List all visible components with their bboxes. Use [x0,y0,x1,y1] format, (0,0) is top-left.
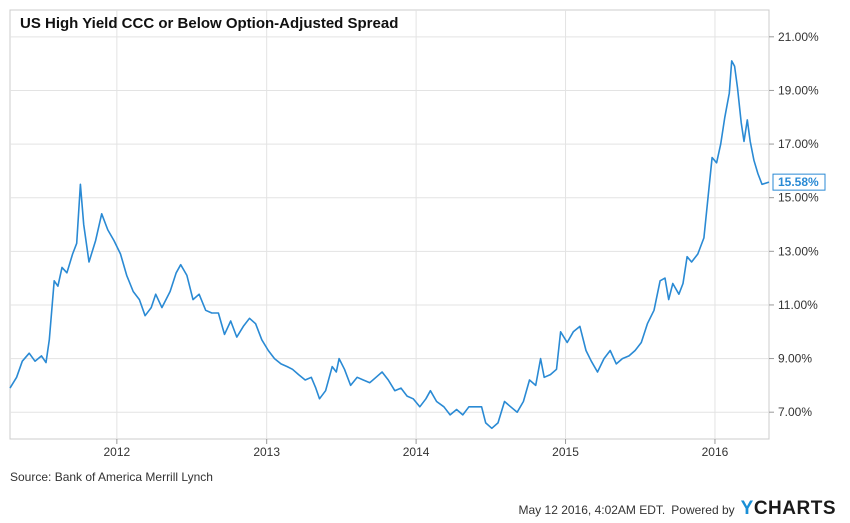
y-axis: 7.00% 9.00% 11.00% 13.00% 15.00% 17.00% 19.00%… [769,30,819,419]
x-tick-label: 2013 [253,445,280,459]
y-tick-label: 17.00% [778,137,819,151]
y-tick-label: 7.00% [778,405,812,419]
grid [10,10,769,439]
y-tick-label: 9.00% [778,352,812,366]
last-value-box [772,173,826,191]
chart-title: US High Yield CCC or Below Option-Adjust… [20,15,398,32]
y-tick-label: 13.00% [778,244,819,258]
y-tick-label: 19.00% [778,83,819,97]
plot-area [9,9,770,440]
source-note: Source: Bank of America Merrill Lynch [10,470,213,484]
y-tick-label: 21.00% [778,30,819,44]
powered-by: Powered by [671,503,735,517]
x-tick-label: 2014 [403,445,430,459]
ycharts-logo[interactable]: YCHARTS [740,498,836,519]
last-value-marker: 15.58% [772,173,826,191]
x-tick-label: 2015 [552,445,579,459]
x-axis: 2012 2013 2014 2015 2016 [103,439,729,459]
y-tick-label: 15.00% [778,191,819,205]
y-tick-label: 11.00% [778,298,818,312]
timestamp: May 12 2016, 4:02AM EDT. [518,503,666,517]
x-tick-label: 2012 [103,445,130,459]
last-value-label: 15.58% [778,175,819,189]
footer-credit: May 12 2016, 4:02AM EDT. Powered by YCHA… [519,498,836,520]
series-line [9,60,770,430]
x-tick-label: 2016 [702,445,729,459]
